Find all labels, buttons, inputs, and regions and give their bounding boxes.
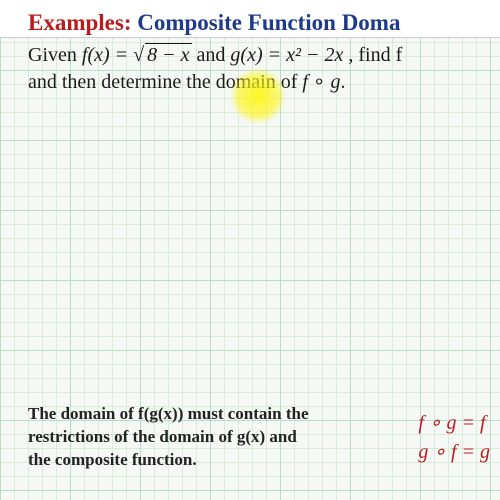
footer-note: The domain of f(g(x)) must contain the r… xyxy=(28,403,490,472)
heading: Examples: Composite Function Doma xyxy=(28,10,500,36)
topic-title: Composite Function Doma xyxy=(137,10,400,35)
examples-label: Examples: xyxy=(28,10,132,35)
sqrt-expr: 8 − x xyxy=(133,42,191,69)
note-text: The domain of f(g(x)) must contain the r… xyxy=(28,403,400,472)
problem-statement: Given f(x) = 8 − x and g(x) = x² − 2x , … xyxy=(28,42,500,96)
note-line1: The domain of f(g(x)) must contain the xyxy=(28,404,309,423)
f-definition: f(x) = 8 − x xyxy=(82,44,197,66)
radicand: 8 − x xyxy=(145,43,191,66)
note-line3: the composite function. xyxy=(28,450,197,469)
note-math: f ∘ g = f g ∘ f = g xyxy=(418,409,490,467)
content-region: Examples: Composite Function Doma Given … xyxy=(28,10,500,96)
note-line2: restrictions of the domain of g(x) and xyxy=(28,427,297,446)
conjunction: and xyxy=(197,44,231,66)
f-lhs: f(x) = xyxy=(82,44,133,66)
line2: and then determine the domain of f ∘ g. xyxy=(28,71,345,93)
note-math-row1: f ∘ g = f xyxy=(418,409,490,438)
given-prefix: Given xyxy=(28,44,82,66)
note-math-row2: g ∘ f = g xyxy=(418,438,490,467)
line1-suffix: , find f xyxy=(348,44,402,66)
g-definition: g(x) = x² − 2x xyxy=(230,44,343,66)
